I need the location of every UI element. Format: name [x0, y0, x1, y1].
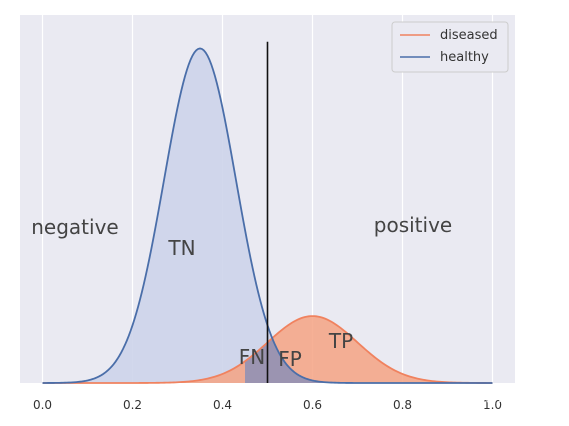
fn-label: FN	[239, 345, 265, 369]
x-tick-label: 0.4	[213, 398, 232, 412]
x-tick-label: 0.6	[303, 398, 322, 412]
x-tick-label: 0.0	[33, 398, 52, 412]
tp-label: TP	[328, 329, 353, 353]
legend-label-diseased: diseased	[440, 28, 498, 43]
positive-label: positive	[374, 213, 452, 237]
overlap-fill	[245, 339, 349, 383]
negative-label: negative	[31, 215, 118, 239]
area-fill-healthy	[42, 48, 493, 384]
x-axis-ticks: 0.0 0.2 0.4 0.6 0.8 1.0	[33, 398, 502, 412]
legend-label-healthy: healthy	[440, 50, 489, 65]
fp-label: FP	[278, 347, 302, 371]
watermark: 知乎 @zhen tan	[455, 390, 555, 406]
x-tick-label: 1.0	[483, 398, 502, 412]
tn-label: TN	[167, 236, 195, 260]
x-tick-label: 0.8	[393, 398, 412, 412]
x-tick-label: 0.2	[123, 398, 142, 412]
legend: diseased healthy	[391, 21, 509, 73]
